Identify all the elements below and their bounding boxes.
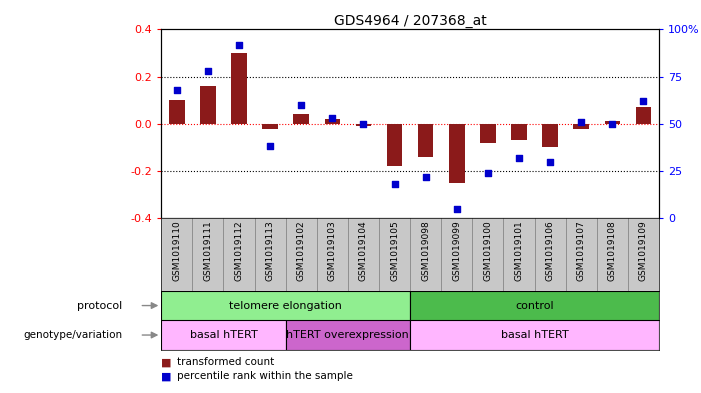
Point [638,98,649,104]
Bar [200,86,216,124]
Bar [231,53,247,124]
Text: GSM1019102: GSM1019102 [297,220,306,281]
Bar [449,124,465,183]
Bar [387,124,402,166]
Bar [543,124,558,147]
Bar [262,124,278,129]
Point [327,115,338,121]
Text: basal hTERT: basal hTERT [501,330,569,340]
Bar [511,124,526,140]
Text: control: control [515,301,554,310]
Bar [636,107,651,124]
Text: ■: ■ [161,371,175,381]
Text: GSM1019113: GSM1019113 [266,220,275,281]
Text: telomere elongation: telomere elongation [229,301,342,310]
Text: GSM1019108: GSM1019108 [608,220,617,281]
Point [296,102,307,108]
Bar [325,119,340,124]
Bar [410,320,659,350]
Text: GSM1019105: GSM1019105 [390,220,399,281]
Point [606,121,618,127]
Text: GSM1019099: GSM1019099 [452,220,461,281]
Point [203,68,214,74]
Text: GSM1019109: GSM1019109 [639,220,648,281]
Bar [573,124,589,129]
Text: ■: ■ [161,357,175,367]
Bar [294,114,309,124]
Point [420,173,431,180]
Text: genotype/variation: genotype/variation [24,330,123,340]
Text: basal hTERT: basal hTERT [189,330,257,340]
Point [513,154,524,161]
Point [358,121,369,127]
Text: GSM1019110: GSM1019110 [172,220,182,281]
Bar [286,320,410,350]
Text: GSM1019098: GSM1019098 [421,220,430,281]
Bar [355,124,372,126]
Bar [418,124,433,157]
Point [264,143,275,150]
Text: GSM1019107: GSM1019107 [577,220,585,281]
Text: GSM1019112: GSM1019112 [235,220,243,281]
Text: protocol: protocol [77,301,123,310]
Text: GSM1019106: GSM1019106 [545,220,554,281]
Bar [161,291,410,320]
Title: GDS4964 / 207368_at: GDS4964 / 207368_at [334,15,486,28]
Text: percentile rank within the sample: percentile rank within the sample [177,371,353,381]
Point [576,119,587,125]
Text: GSM1019104: GSM1019104 [359,220,368,281]
Point [545,158,556,165]
Bar [169,100,184,124]
Bar [480,124,496,143]
Text: GSM1019101: GSM1019101 [515,220,524,281]
Point [482,170,494,176]
Bar [410,291,659,320]
Text: hTERT overexpression: hTERT overexpression [287,330,409,340]
Text: GSM1019100: GSM1019100 [484,220,492,281]
Bar [604,121,620,124]
Text: transformed count: transformed count [177,357,274,367]
Point [171,87,182,93]
Point [389,181,400,187]
Point [233,41,245,48]
Text: GSM1019111: GSM1019111 [203,220,212,281]
Bar [161,320,286,350]
Point [451,206,463,212]
Text: GSM1019103: GSM1019103 [328,220,336,281]
